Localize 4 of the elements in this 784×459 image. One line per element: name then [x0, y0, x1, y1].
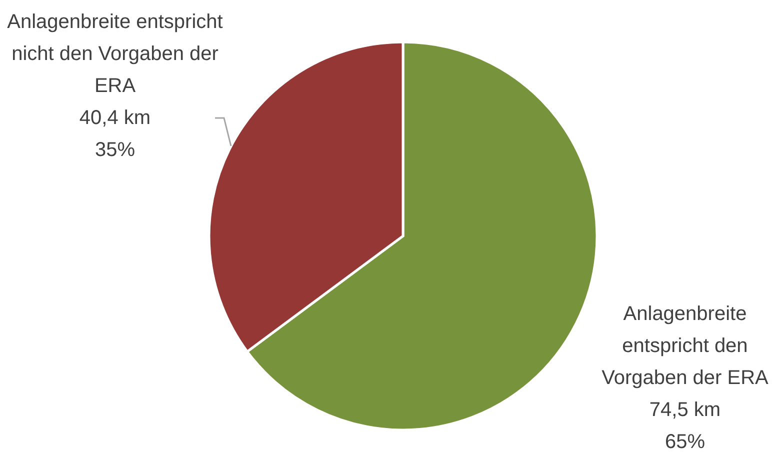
data-label: 74,5 km 65%	[649, 399, 721, 453]
data-label: 40,4 km 35%	[79, 107, 151, 161]
slice-label: Anlagenbreite entspricht nicht den Vorgaben der ERA	[7, 11, 224, 97]
slice-label: Anlagenbreite entspricht den Vorgaben der ERA	[602, 303, 770, 389]
